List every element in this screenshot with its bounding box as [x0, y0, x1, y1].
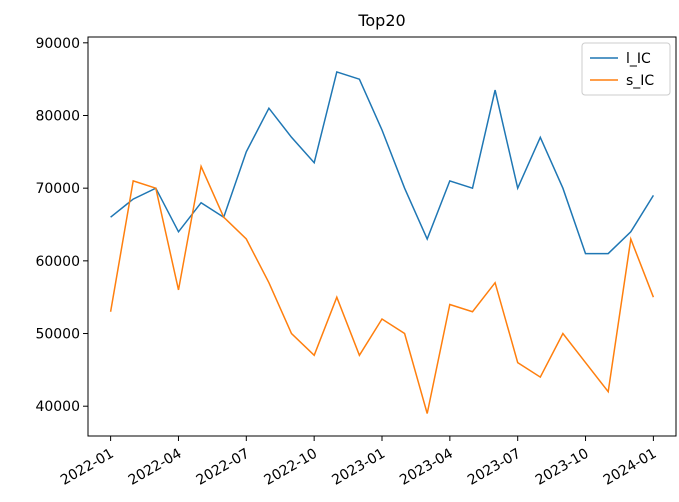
x-tick-label: 2022-10 [261, 446, 320, 489]
y-tick-label: 40000 [35, 399, 80, 415]
legend-box [581, 42, 671, 96]
y-tick-label: 80000 [35, 108, 80, 124]
y-tick-label: 70000 [35, 181, 80, 197]
plot-frame [87, 36, 677, 437]
x-tick-label: 2024-01 [601, 446, 660, 489]
y-tick-label: 60000 [35, 254, 80, 270]
x-tick-label: 2022-01 [58, 446, 117, 489]
legend-label: s_IC [626, 73, 654, 89]
legend-label: l_IC [626, 51, 651, 67]
x-tick-label: 2023-10 [533, 446, 592, 489]
series-line [109, 163, 655, 414]
x-tick-label: 2023-01 [329, 446, 388, 489]
x-tick-label: 2023-07 [465, 446, 524, 489]
x-tick-label: 2022-04 [126, 446, 185, 489]
y-tick-label: 50000 [35, 327, 80, 343]
legend: l_IC s_IC [581, 42, 671, 96]
x-tick-label: 2023-04 [397, 446, 456, 489]
x-tick-label: 2022-07 [194, 446, 253, 489]
chart-title: Top20 [357, 11, 405, 30]
y-tick-label: 90000 [35, 36, 80, 52]
series-line [110, 70, 655, 255]
